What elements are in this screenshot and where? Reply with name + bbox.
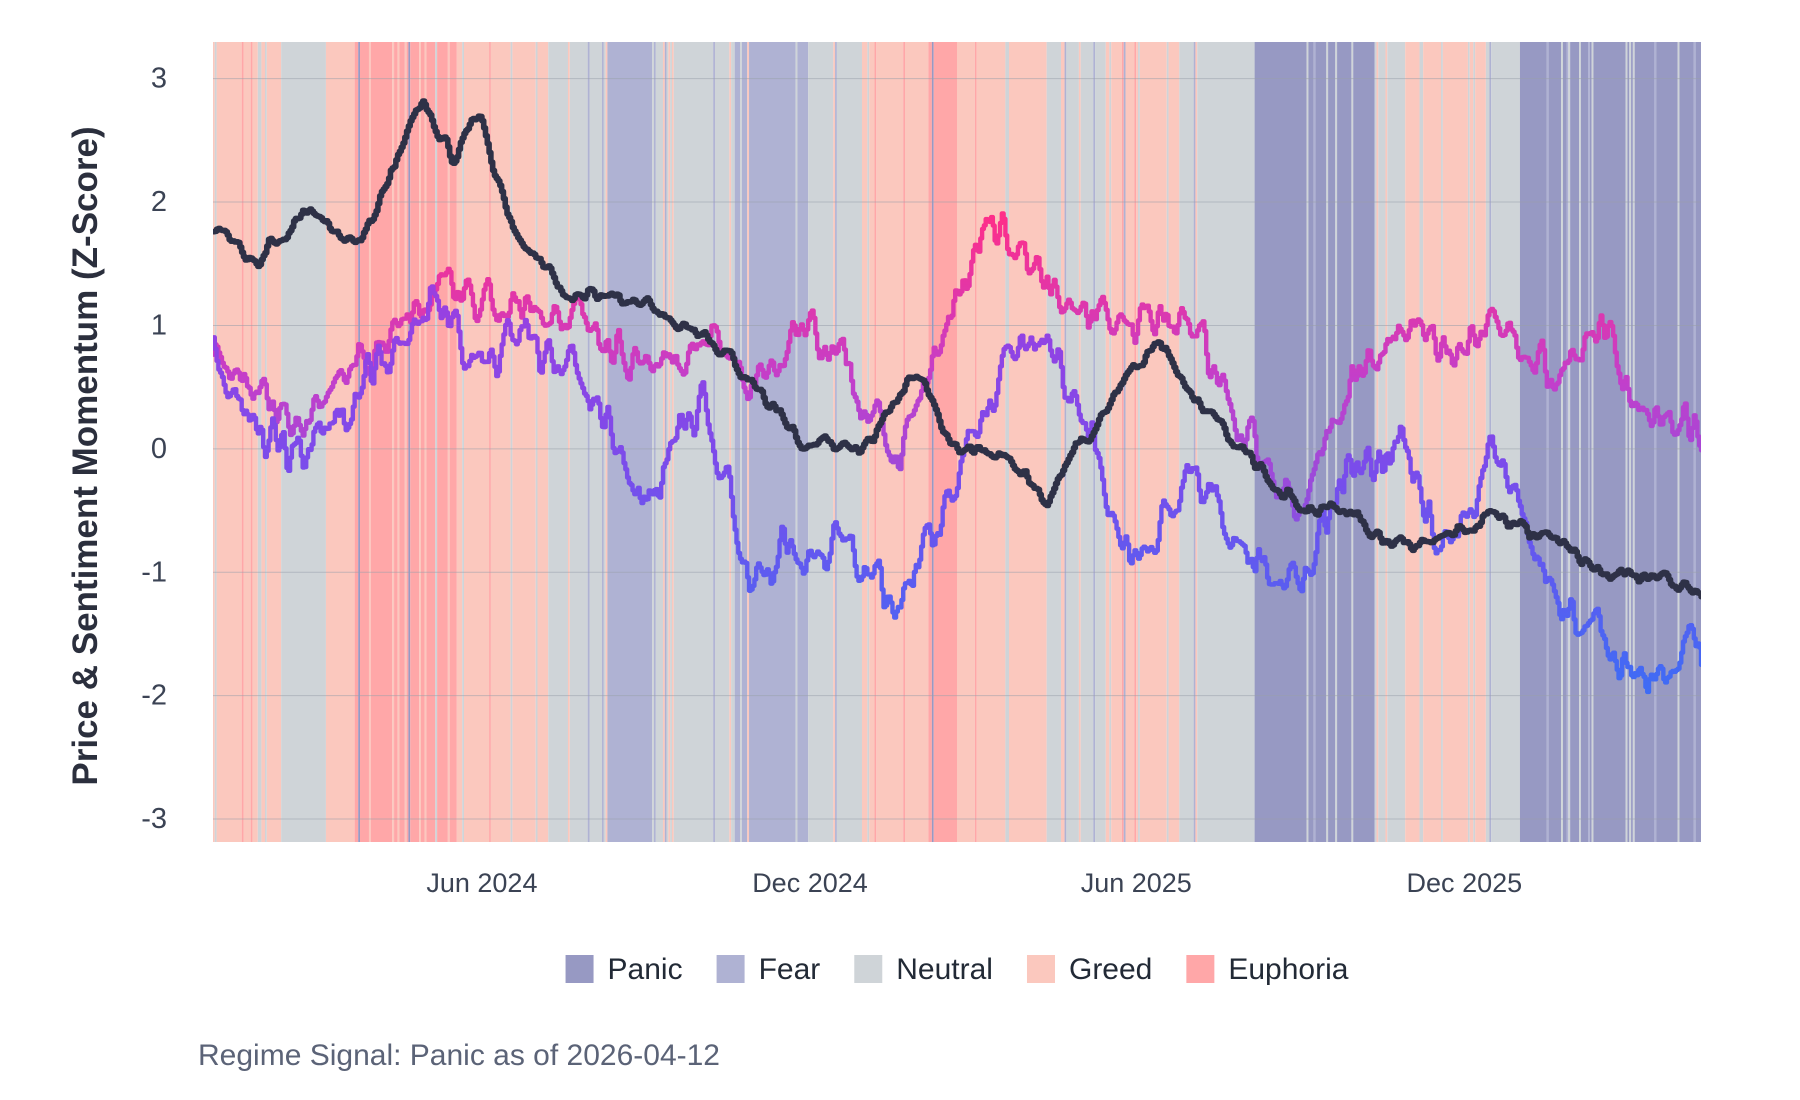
svg-text:Neutral: Neutral: [896, 953, 993, 986]
svg-text:Greed: Greed: [1069, 953, 1152, 986]
svg-text:1: 1: [151, 309, 167, 341]
svg-text:Fear: Fear: [759, 953, 821, 986]
svg-text:Regime Signal: Panic as of 202: Regime Signal: Panic as of 2026-04-12: [198, 1039, 720, 1072]
svg-text:Dec 2025: Dec 2025: [1407, 868, 1523, 898]
svg-text:-2: -2: [141, 680, 167, 712]
svg-text:3: 3: [151, 63, 167, 95]
svg-text:0: 0: [151, 433, 167, 465]
svg-text:Panic: Panic: [608, 953, 683, 986]
svg-text:Jun 2025: Jun 2025: [1081, 868, 1192, 898]
svg-text:2: 2: [151, 186, 167, 218]
svg-text:Price & Sentiment Momentum (Z-: Price & Sentiment Momentum (Z-Score): [66, 126, 105, 785]
svg-text:-3: -3: [141, 803, 167, 835]
svg-text:Jun 2024: Jun 2024: [426, 868, 537, 898]
svg-text:Dec 2024: Dec 2024: [752, 868, 868, 898]
svg-text:Euphoria: Euphoria: [1228, 953, 1348, 986]
svg-text:-1: -1: [141, 556, 167, 588]
